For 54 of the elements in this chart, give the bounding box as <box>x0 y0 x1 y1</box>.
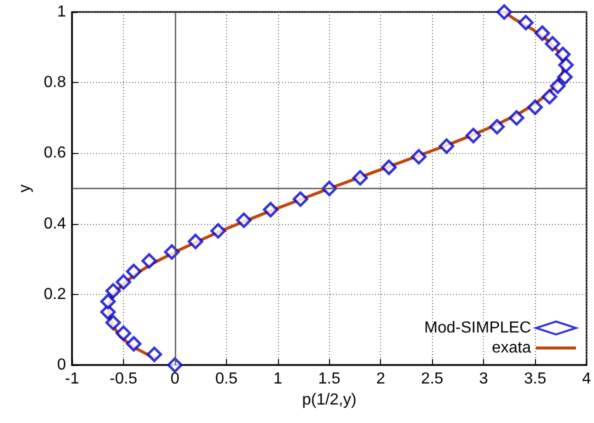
x-tick-label: 2.5 <box>421 370 444 388</box>
point <box>381 160 397 176</box>
point <box>105 283 121 299</box>
point <box>496 4 512 20</box>
point <box>262 202 278 218</box>
point <box>116 325 132 341</box>
x-axis-title: p(1/2,y) <box>302 391 356 408</box>
point <box>236 212 252 228</box>
point <box>558 57 574 73</box>
point <box>116 274 132 290</box>
x-tick-label: -1 <box>64 370 80 388</box>
point <box>542 88 558 104</box>
x-tick-label: 1.5 <box>318 370 340 388</box>
point <box>188 234 204 250</box>
x-tick-label: 3.5 <box>524 370 546 388</box>
point <box>534 25 550 41</box>
point <box>352 170 368 186</box>
y-tick-label: 1 <box>57 4 66 20</box>
y-tick-label: 0.6 <box>44 144 66 162</box>
point <box>167 357 183 373</box>
x-tick-label: 1 <box>273 370 282 388</box>
point <box>550 78 566 94</box>
x-tick-label: 0 <box>170 370 180 388</box>
x-tick-label: 0.5 <box>215 370 238 388</box>
point <box>105 314 121 330</box>
point <box>126 264 142 280</box>
y-axis-title: y <box>16 184 34 192</box>
point <box>146 346 162 362</box>
point <box>508 110 524 126</box>
point <box>518 14 534 30</box>
y-tick-label: 0.4 <box>44 215 66 232</box>
y-tick-label: 0.2 <box>44 286 66 303</box>
point <box>466 128 482 144</box>
legend-label: exata <box>492 340 532 356</box>
point <box>292 191 308 207</box>
point <box>210 223 226 239</box>
x-tick-label: 3 <box>479 370 488 388</box>
point <box>438 138 454 154</box>
x-tick-label: 2 <box>376 370 386 388</box>
y-tick-label: 0 <box>57 356 66 374</box>
legend-label: Mod-SIMPLEC <box>424 320 531 336</box>
y-tick-label: 0.8 <box>44 74 66 92</box>
point <box>489 118 505 134</box>
point <box>126 336 142 352</box>
point <box>141 253 157 269</box>
point <box>411 148 427 164</box>
point <box>164 244 180 260</box>
point <box>544 36 560 52</box>
point <box>527 100 543 116</box>
point <box>555 46 571 62</box>
x-tick-label: 4 <box>582 370 592 388</box>
point <box>100 294 116 310</box>
x-tick-label: -0.5 <box>110 370 138 388</box>
point <box>557 69 573 85</box>
